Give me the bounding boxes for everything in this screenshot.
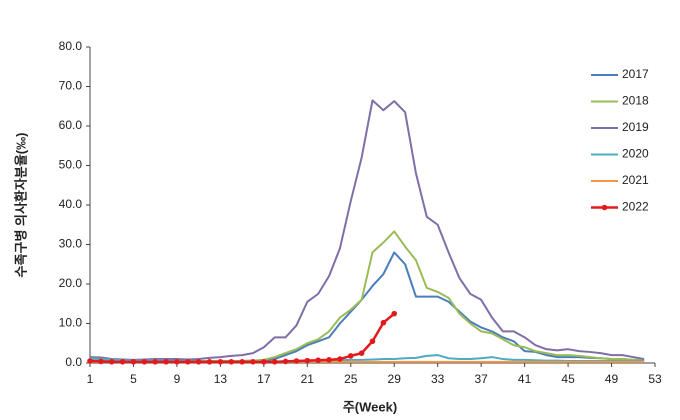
- x-axis-label: 주(Week): [343, 399, 397, 414]
- y-tick-label: 10.0: [59, 316, 83, 330]
- marker: [380, 319, 387, 326]
- x-tick-label: 5: [130, 372, 137, 386]
- marker: [195, 359, 202, 365]
- x-tick-label: 29: [388, 372, 402, 386]
- marker: [271, 359, 278, 365]
- x-tick-label: 45: [561, 372, 575, 386]
- marker: [87, 358, 93, 364]
- marker: [108, 359, 115, 365]
- marker: [239, 359, 245, 365]
- marker: [130, 359, 137, 365]
- legend-label: 2018: [622, 94, 649, 108]
- y-tick-label: 70.0: [59, 79, 83, 93]
- marker: [163, 359, 169, 365]
- x-tick-label: 21: [301, 372, 315, 386]
- marker: [369, 338, 376, 345]
- x-tick-label: 25: [344, 372, 358, 386]
- y-tick-label: 0.0: [65, 355, 82, 369]
- marker: [337, 356, 343, 362]
- marker: [119, 359, 126, 365]
- x-tick-label: 49: [605, 372, 619, 386]
- marker: [141, 359, 148, 365]
- marker: [304, 357, 311, 364]
- series-line: [89, 230, 645, 363]
- marker: [315, 357, 321, 364]
- y-tick-label: 50.0: [59, 158, 83, 172]
- marker: [293, 358, 300, 364]
- x-tick-label: 37: [474, 372, 488, 386]
- marker: [184, 359, 191, 365]
- y-tick-label: 60.0: [59, 118, 83, 132]
- x-tick-label: 33: [431, 372, 445, 386]
- marker: [98, 358, 104, 365]
- marker: [358, 350, 365, 356]
- marker: [391, 310, 398, 317]
- legend-label: 2021: [622, 173, 649, 187]
- legend-marker: [601, 204, 608, 211]
- x-tick-label: 41: [518, 372, 532, 386]
- x-tick-label: 9: [174, 372, 181, 386]
- y-tick-label: 40.0: [59, 197, 83, 211]
- marker: [326, 357, 332, 363]
- y-tick-label: 20.0: [59, 276, 83, 290]
- y-tick-label: 30.0: [59, 237, 83, 251]
- marker: [347, 353, 354, 359]
- marker: [261, 359, 267, 365]
- x-tick-label: 13: [214, 372, 228, 386]
- marker: [250, 359, 256, 365]
- marker: [228, 359, 235, 365]
- legend-label: 2020: [622, 147, 649, 161]
- legend-label: 2019: [622, 120, 649, 134]
- y-tick-label: 80.0: [59, 39, 83, 53]
- x-tick-label: 1: [87, 372, 94, 386]
- marker: [282, 358, 289, 365]
- marker: [174, 359, 180, 365]
- series-line: [89, 251, 645, 363]
- series-line: [89, 99, 645, 361]
- marker: [217, 359, 224, 365]
- legend-label: 2022: [622, 200, 649, 214]
- legend-label: 2017: [622, 67, 649, 81]
- x-tick-label: 53: [648, 372, 662, 386]
- y-axis-label: 수족구병 의사환자분율(‰): [13, 133, 28, 278]
- marker: [206, 359, 213, 365]
- marker: [152, 359, 158, 365]
- x-tick-label: 17: [257, 372, 271, 386]
